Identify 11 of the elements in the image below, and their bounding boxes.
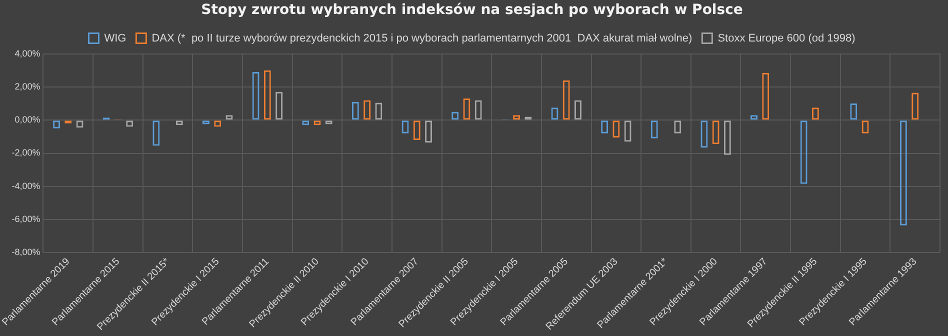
legend-label: WIG: [104, 32, 126, 44]
y-tick-label: 4,00%: [14, 48, 40, 58]
y-tick-label: 2,00%: [14, 81, 40, 92]
y-tick-label: -6,00%: [12, 214, 40, 224]
legend-label: Stoxx Europe 600 (od 1998): [718, 32, 856, 44]
y-tick-label: -2,00%: [12, 148, 40, 158]
y-tick-label: 0,00%: [14, 114, 40, 125]
y-tick-label: -4,00%: [12, 180, 40, 191]
legend-label: DAX (* po II turze wyborów prezydenckich 2015 i po wyborach parlamentarnych 2001 DAX akurat miał wolne): [152, 32, 692, 44]
y-tick-label: -8,00%: [12, 247, 40, 258]
chart-title: Stopy zwrotu wybranych indeksów na sesjach po wyborach w Polsce: [201, 2, 743, 18]
